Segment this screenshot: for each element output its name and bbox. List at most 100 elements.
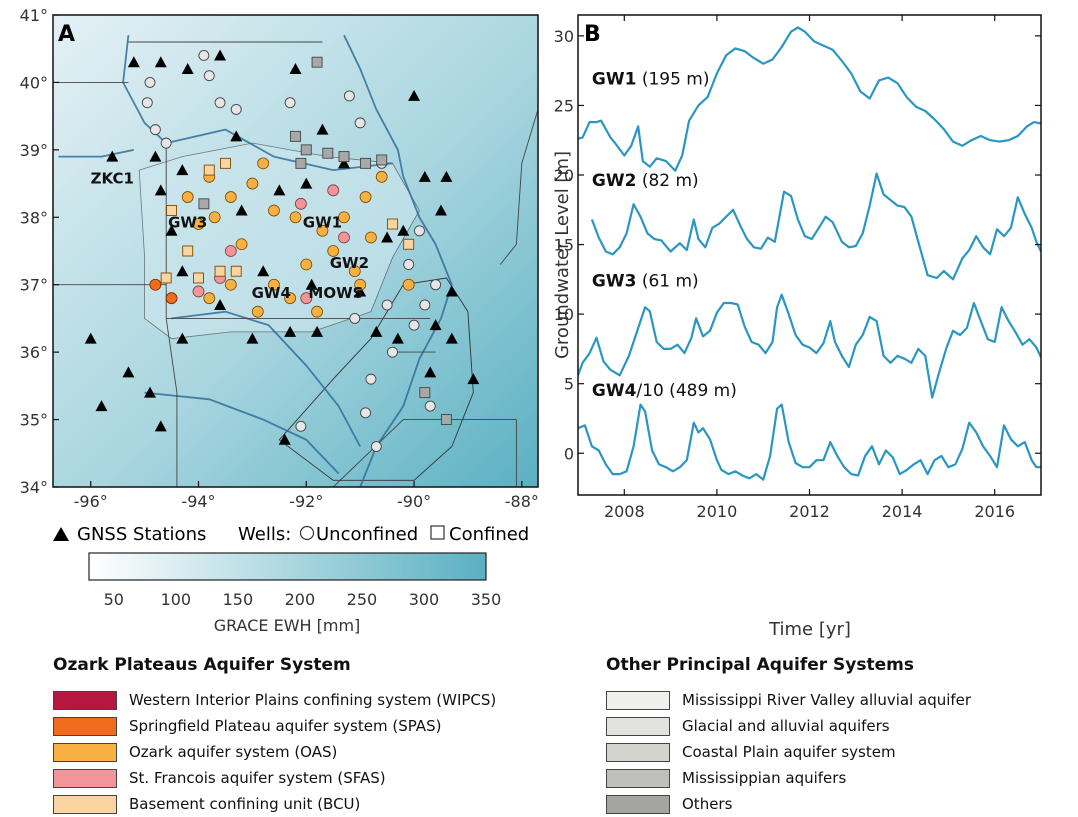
colorbar-tick-label: 100 — [161, 590, 192, 609]
well-ozark-circle — [208, 211, 221, 224]
panel-a-map: ZKC1 GW3 GW1 GW2 GW4 MOWS -96° -94° -92° -90° -88… — [20, 6, 539, 635]
y-tick-label: 30 — [554, 27, 574, 46]
well-ozark-circle — [354, 278, 367, 291]
lon-tick-label: -94° — [181, 492, 215, 511]
gnss-station-triangle — [316, 123, 329, 135]
well-unconfined-circle — [370, 441, 382, 452]
lat-tick-label: 34° — [20, 478, 48, 497]
well-ozark-circle — [359, 191, 372, 203]
well-ozark-circle — [181, 191, 194, 203]
series-name: GW2 — [592, 171, 637, 191]
gnss-station-triangle — [424, 366, 437, 378]
gnss-legend-triangle-icon — [53, 527, 69, 541]
gnss-station-triangle — [397, 224, 410, 236]
state-borders — [53, 41, 538, 487]
gnss-station-triangle — [214, 49, 227, 61]
y-tick-label: 10 — [554, 305, 574, 324]
ozark-legend-swatch — [53, 768, 117, 788]
gnss-station-triangle — [278, 433, 291, 445]
y-tick-label: 25 — [554, 96, 574, 115]
well-unconfined-circle — [360, 407, 372, 419]
well-bcu-square — [166, 205, 178, 216]
other-legend-swatch — [606, 742, 670, 762]
series-depth: (61 m) — [636, 271, 698, 291]
well-unconfined-circle — [349, 312, 361, 324]
ozark-legend-item: St. Francois aquifer system (SFAS) — [53, 765, 496, 791]
gnss-station-triangle — [467, 373, 480, 385]
gnss-station-triangle — [381, 231, 394, 243]
colorbar-tick-label: 150 — [223, 590, 254, 609]
gnss-station-triangle — [257, 265, 270, 277]
colorbar-tick-label: 50 — [104, 590, 124, 609]
gnss-station-triangle — [305, 278, 318, 290]
well-unconfined-circle — [343, 90, 355, 102]
gnss-station-triangle — [127, 56, 140, 68]
colorbar-tick-label: 350 — [471, 590, 502, 609]
well-ozark-circle — [224, 191, 237, 203]
gnss-station-triangle — [354, 285, 367, 297]
other-legend-item: Others — [606, 791, 971, 817]
river-line — [343, 34, 453, 487]
well-stfrancois-circle — [300, 292, 313, 305]
other-legend-label: Mississippi River Valley alluvial aquife… — [682, 691, 972, 709]
gnss-station-triangle — [273, 184, 286, 196]
gnss-station-triangle — [176, 332, 189, 344]
gnss-station-triangle — [235, 204, 248, 216]
series-line-gw1 — [578, 26, 1041, 172]
well-springfield-circle — [149, 278, 162, 291]
lat-tick-label: 40° — [20, 73, 48, 92]
series-label-gw2: GW2 (82 m) — [592, 171, 699, 191]
gnss-station-triangle — [440, 170, 453, 182]
gnss-legend-label: GNSS Stations — [77, 524, 206, 545]
well-ozark-circle — [289, 211, 302, 224]
colorbar-tick-label: 250 — [347, 590, 378, 609]
gnss-station-triangle — [429, 319, 442, 331]
well-bcu-square — [387, 218, 398, 230]
lon-tick-label: -90° — [397, 492, 431, 511]
station-labels: ZKC1 GW3 GW1 GW2 GW4 MOWS — [91, 170, 369, 303]
state-border-line — [499, 109, 538, 265]
gnss-station-triangle — [144, 386, 156, 398]
well-unconfined-circle — [144, 76, 156, 88]
ozark-legend-label: Springfield Plateau aquifer system (SPAS… — [129, 717, 442, 735]
well-confined-square — [300, 144, 312, 156]
station-label: ZKC1 — [91, 170, 134, 188]
lat-tick-label: 39° — [20, 141, 48, 160]
series-label-gw3: GW3 (61 m) — [592, 271, 699, 291]
well-ozark-circle — [365, 231, 377, 244]
x-axis-label: Time [yr] — [768, 619, 851, 640]
y-tick-label: 0 — [564, 444, 574, 463]
ozark-legend-label: Basement confining unit (BCU) — [129, 795, 361, 813]
ozark-plateau-outline — [138, 142, 420, 340]
well-confined-square — [360, 157, 372, 169]
ozark-legend-item: Western Interior Plains confining system… — [53, 687, 496, 713]
map-markers — [84, 49, 480, 452]
well-ozark-circle — [338, 211, 350, 224]
ozark-legend-title: Ozark Plateaus Aquifer System — [53, 655, 351, 675]
lat-tick-label: 37° — [20, 276, 48, 295]
ozark-legend-swatch — [53, 742, 117, 762]
series-label-gw4: GW4/10 (489 m) — [592, 381, 737, 401]
gnss-station-triangle — [149, 150, 162, 162]
well-unconfined-circle — [295, 420, 307, 432]
gnss-station-triangle — [418, 170, 431, 182]
well-stfrancois-circle — [224, 245, 237, 257]
lon-tick-label: -96° — [74, 492, 108, 511]
well-ozark-circle — [257, 157, 270, 170]
series-line-gw2 — [590, 172, 1041, 281]
panel-b-chart: GW1 (195 m) GW2 (82 m) GW3 (61 m) GW4/10 (4… — [552, 14, 1042, 640]
gnss-station-triangle — [95, 400, 108, 412]
well-confined-square — [338, 151, 350, 163]
station-label: MOWS — [308, 284, 363, 302]
other-aquifer-legend: Other Principal Aquifer Systems Mississi… — [606, 655, 971, 817]
ozark-legend-label: St. Francois aquifer system (SFAS) — [129, 769, 386, 787]
ozark-legend-item: Springfield Plateau aquifer system (SPAS… — [53, 713, 496, 739]
colorbar-tick-label: 200 — [285, 590, 316, 609]
gnss-station-triangle — [289, 62, 302, 74]
other-legend-swatch — [606, 690, 670, 710]
series-name: GW3 — [592, 271, 637, 291]
series-line-gw3 — [578, 293, 1041, 399]
well-unconfined-circle — [430, 279, 442, 291]
well-bcu-square — [193, 272, 204, 284]
gnss-station-triangle — [214, 298, 227, 310]
